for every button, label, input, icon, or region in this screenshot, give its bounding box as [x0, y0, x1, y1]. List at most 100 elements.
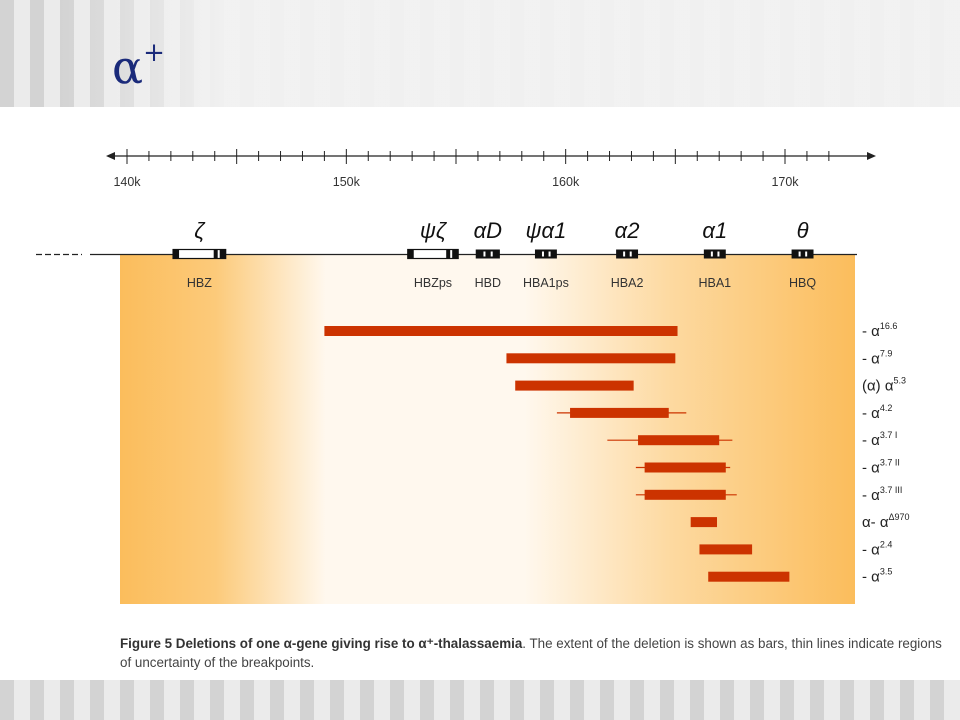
- deletion-row: (α) α5.3: [515, 376, 906, 395]
- deletion-label: α- αΔ970: [862, 512, 910, 531]
- footer-stripe-band: [0, 680, 960, 720]
- deletion-label: - α16.6: [862, 321, 897, 340]
- deletion-row: - α2.4: [699, 539, 892, 558]
- deletion-label-main: - α: [862, 432, 880, 449]
- gene-hbzps: ψζ HBZps: [407, 218, 459, 290]
- gene-box: [791, 249, 814, 259]
- deletion-row: - α16.6: [324, 321, 897, 340]
- deletion-bar: [506, 353, 676, 364]
- gene-intron: [798, 251, 801, 257]
- gene-symbol: α1: [702, 218, 727, 243]
- deletion-label-main: - α: [862, 541, 880, 558]
- deletion-bar: [638, 435, 720, 446]
- axis-arrow-right: [867, 152, 876, 160]
- gene-exon: [219, 249, 226, 259]
- slide-title-superscript: +: [143, 37, 165, 68]
- figure-caption: Figure 5 Deletions of one α-gene giving …: [120, 634, 950, 672]
- deletion-bar: [699, 544, 753, 555]
- deletion-label-main: α- α: [862, 514, 889, 531]
- gene-exon: [173, 249, 180, 259]
- gene-symbol: α2: [615, 218, 640, 243]
- deletion-label-main: - α: [862, 405, 880, 422]
- gene-box: [703, 249, 726, 259]
- deletion-diagram: 140k 150k 160k 170k ζ HBZ ψζ HBZps αD HBD ψα1 HBA1…: [36, 149, 910, 604]
- header-fade: [60, 0, 960, 107]
- deletion-label: - α3.7 I: [862, 430, 897, 449]
- gene-track: ζ HBZ ψζ HBZps αD HBD ψα1 HBA1ps α2 HBA2 α1 HBA1 θ HB…: [172, 218, 816, 290]
- deletion-bar: [570, 407, 669, 418]
- deletion-label-main: - α: [862, 323, 880, 340]
- deletion-label-superscript: 3.7 III: [880, 485, 903, 495]
- deletion-bar: [324, 326, 678, 336]
- slide-title-symbol: α: [112, 40, 144, 94]
- gene-box: [475, 249, 500, 259]
- deletion-row: - α7.9: [506, 348, 892, 367]
- gene-exon: [446, 249, 451, 259]
- gene-hba1: α1 HBA1: [698, 218, 731, 290]
- deletion-bar: [708, 571, 790, 582]
- deletion-label-superscript: 3.7 II: [880, 458, 900, 468]
- deletion-bars: - α16.6- α7.9(α) α5.3- α4.2- α3.7 I- α3.…: [324, 321, 910, 586]
- deletion-label-main: - α: [862, 569, 880, 586]
- deletion-bar: [515, 380, 634, 391]
- deletion-row: - α3.7 I: [607, 430, 897, 449]
- deletion-label-main: - α: [862, 460, 880, 477]
- gene-intron: [623, 251, 626, 257]
- deletion-label: - α2.4: [862, 539, 892, 558]
- deletion-label-main: - α: [862, 487, 880, 504]
- slide-title: α+: [112, 40, 165, 90]
- gene-symbol: ζ: [194, 218, 206, 243]
- gene-intron: [629, 251, 632, 257]
- gene-box: [407, 248, 459, 260]
- deletion-label: - α3.7 III: [862, 485, 902, 504]
- gene-name: HBD: [475, 276, 501, 290]
- gene-name: HBZ: [187, 276, 212, 290]
- deletion-bar: [690, 517, 718, 528]
- gene-name: HBA2: [611, 276, 644, 290]
- deletion-label: - α3.5: [862, 567, 892, 586]
- deletion-label-main: - α: [862, 350, 880, 367]
- deletion-label-superscript: 3.5: [880, 567, 893, 577]
- gene-intron: [805, 251, 808, 257]
- gene-name: HBZps: [414, 276, 452, 290]
- deletion-label: (α) α5.3: [862, 376, 906, 395]
- gene-exon: [452, 249, 459, 259]
- gene-intron: [710, 251, 713, 257]
- deletion-bar: [644, 489, 726, 500]
- gene-intron: [548, 251, 551, 257]
- deletion-label-superscript: Δ970: [889, 512, 910, 522]
- deletion-row: - α3.7 III: [635, 485, 902, 504]
- gene-name: HBA1ps: [523, 276, 569, 290]
- figure-caption-text: . The extent of the deletion is shown as…: [120, 636, 942, 670]
- deletion-row: - α3.5: [708, 567, 892, 586]
- gene-exon: [213, 249, 218, 259]
- gene-symbol: ψα1: [526, 218, 567, 243]
- deletion-bar: [644, 462, 726, 473]
- deletion-label-superscript: 16.6: [880, 321, 898, 331]
- deletion-label: - α7.9: [862, 348, 892, 367]
- axis-tick-label: 140k: [113, 175, 141, 189]
- deletion-row: α- αΔ970: [690, 512, 910, 531]
- gene-symbol: αD: [474, 218, 503, 243]
- gene-box: [534, 249, 557, 259]
- axis-arrow-left: [106, 152, 115, 160]
- figure-caption-title: Figure 5 Deletions of one α-gene giving …: [120, 636, 523, 651]
- deletion-label-superscript: 4.2: [880, 403, 893, 413]
- gene-intron: [717, 251, 720, 257]
- deletion-row: - α3.7 II: [635, 458, 900, 477]
- gene-intron: [490, 251, 493, 257]
- axis-tick-label: 150k: [333, 175, 361, 189]
- deletion-label-superscript: 7.9: [880, 348, 893, 358]
- gene-hbq: θ HBQ: [789, 218, 816, 290]
- gene-box: [172, 248, 227, 260]
- deletion-label-main: (α) α: [862, 378, 894, 395]
- axis-tick-label: 170k: [771, 175, 799, 189]
- deletion-label: - α3.7 II: [862, 458, 900, 477]
- gene-hba2: α2 HBA2: [611, 218, 644, 290]
- deletion-label-superscript: 5.3: [894, 376, 907, 386]
- gene-name: HBQ: [789, 276, 816, 290]
- gene-symbol: ψζ: [420, 218, 448, 243]
- axis-tick-label: 160k: [552, 175, 580, 189]
- deletion-row: - α4.2: [556, 403, 893, 422]
- gene-hbz: ζ HBZ: [172, 218, 227, 290]
